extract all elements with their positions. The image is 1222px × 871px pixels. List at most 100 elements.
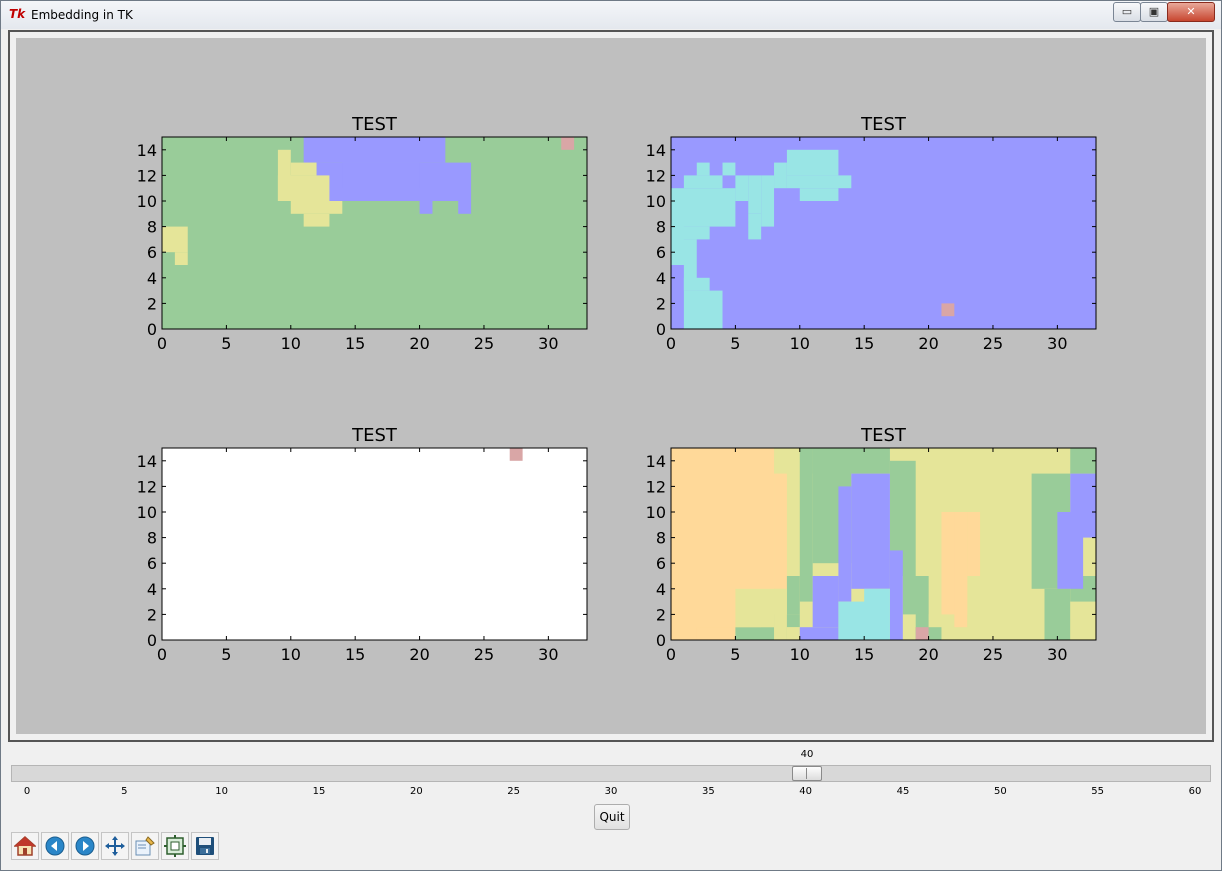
y-tick-label: 14: [137, 452, 157, 471]
x-tick-label: 5: [730, 645, 740, 664]
x-tick-label: 0: [157, 334, 167, 353]
region-cell: [290, 162, 317, 176]
region-cell: [799, 448, 813, 602]
slider-thumb[interactable]: [792, 766, 822, 781]
pan-button[interactable]: [101, 832, 129, 860]
back-button[interactable]: [41, 832, 69, 860]
zoom-button[interactable]: [131, 832, 159, 860]
x-tick-label: 20: [409, 645, 429, 664]
maximize-button[interactable]: ▣: [1140, 2, 1168, 22]
axes-background: [162, 448, 587, 640]
x-tick-label: 15: [854, 645, 874, 664]
region-cell: [1070, 473, 1096, 538]
region-cell: [1044, 588, 1071, 640]
slider-tick-label: 5: [121, 786, 128, 797]
slider-tick-label: 50: [993, 786, 1007, 797]
home-button[interactable]: [11, 832, 39, 860]
region-cell: [786, 149, 839, 176]
y-tick-label: 12: [646, 166, 666, 185]
slider-tick-label: 60: [1188, 786, 1202, 797]
y-tick-label: 14: [137, 141, 157, 160]
x-tick-label: 20: [918, 334, 938, 353]
region-cell: [1070, 601, 1096, 640]
region-cell: [774, 588, 787, 640]
minimize-button[interactable]: ▭: [1113, 2, 1141, 22]
y-tick-label: 2: [147, 294, 157, 313]
x-tick-label: 20: [409, 334, 429, 353]
x-tick-label: 30: [1047, 645, 1067, 664]
matplotlib-figure[interactable]: TEST 0 5 10 15 20 25 30 0 2 4 6 8 10 12 14 TEST 0 5 10 15 20 2…: [16, 38, 1206, 734]
y-tick-label: 4: [147, 580, 157, 599]
y-tick-label: 4: [656, 269, 666, 288]
quit-button[interactable]: Quit: [594, 804, 630, 830]
close-button[interactable]: ✕: [1167, 2, 1215, 22]
x-tick-label: 10: [281, 645, 301, 664]
region-cell: [683, 175, 723, 189]
y-tick-label: 12: [137, 166, 157, 185]
region-cell: [761, 175, 775, 227]
subplot-3: TEST 0 5 10 15 20 25 30 0 2 4 6 8 10 12 14: [137, 425, 588, 664]
x-tick-label: 30: [538, 645, 558, 664]
y-tick-label: 8: [656, 218, 666, 237]
x-tick-label: 10: [790, 334, 810, 353]
y-tick-label: 0: [656, 320, 666, 339]
region-cell: [174, 252, 188, 265]
y-tick-label: 12: [137, 477, 157, 496]
scale-widget: 40 0 5 10 15 20 25 30 35 40 45 50 55 60: [1, 743, 1221, 803]
x-tick-label: 15: [345, 645, 365, 664]
title-bar[interactable]: Tk Embedding in TK ▭ ▣ ✕: [1, 1, 1221, 29]
forward-icon: [75, 836, 95, 856]
region-cell: [458, 201, 472, 214]
axes-frame: [161, 136, 588, 330]
x-tick-label: 20: [918, 645, 938, 664]
subplot-title: TEST: [860, 425, 907, 446]
region-cell: [303, 213, 330, 227]
x-tick-label: 0: [666, 334, 676, 353]
region-cell: [967, 512, 981, 576]
x-tick-label: 25: [474, 645, 494, 664]
region-cell: [941, 303, 955, 317]
region-cell: [561, 137, 575, 150]
x-tick-label: 5: [221, 645, 231, 664]
y-tick-label: 6: [147, 554, 157, 573]
zoom-icon: [135, 836, 155, 856]
y-tick-label: 14: [646, 452, 666, 471]
y-tick-label: 6: [656, 243, 666, 262]
slider-tick-label: 25: [507, 786, 521, 797]
y-tick-label: 2: [656, 605, 666, 624]
region-cell: [683, 290, 723, 329]
y-tick-label: 10: [646, 503, 666, 522]
y-tick-label: 14: [646, 141, 666, 160]
region-cell: [419, 201, 433, 214]
slider-trough[interactable]: [11, 765, 1211, 782]
slider-tick-label: 55: [1091, 786, 1105, 797]
y-tick-label: 2: [656, 294, 666, 313]
forward-button[interactable]: [71, 832, 99, 860]
y-tick-label: 8: [147, 218, 157, 237]
tk-app-icon: Tk: [9, 7, 26, 21]
slider-tick-label: 35: [701, 786, 715, 797]
slider-tick-label: 15: [312, 786, 326, 797]
slider-tick-label: 0: [23, 786, 31, 797]
region-cell: [722, 162, 736, 176]
x-tick-label: 0: [157, 645, 167, 664]
pan-icon: [105, 836, 125, 856]
region-cell: [889, 550, 903, 640]
save-button[interactable]: [191, 832, 219, 860]
slider-tick-label: 30: [604, 786, 618, 797]
home-icon: [14, 835, 36, 856]
window-title: Embedding in TK: [31, 8, 133, 22]
save-icon: [196, 837, 214, 855]
region-cell: [799, 188, 839, 201]
region-cell: [303, 137, 446, 163]
subplots-button[interactable]: [161, 832, 189, 860]
y-tick-label: 6: [147, 243, 157, 262]
region-cell: [812, 576, 839, 628]
subplot-title: TEST: [860, 114, 907, 135]
x-tick-label: 25: [983, 645, 1003, 664]
region-cell: [1070, 448, 1096, 474]
region-cell: [162, 226, 188, 253]
subplot-title: TEST: [351, 114, 398, 135]
slider-tick-label: 20: [409, 786, 423, 797]
